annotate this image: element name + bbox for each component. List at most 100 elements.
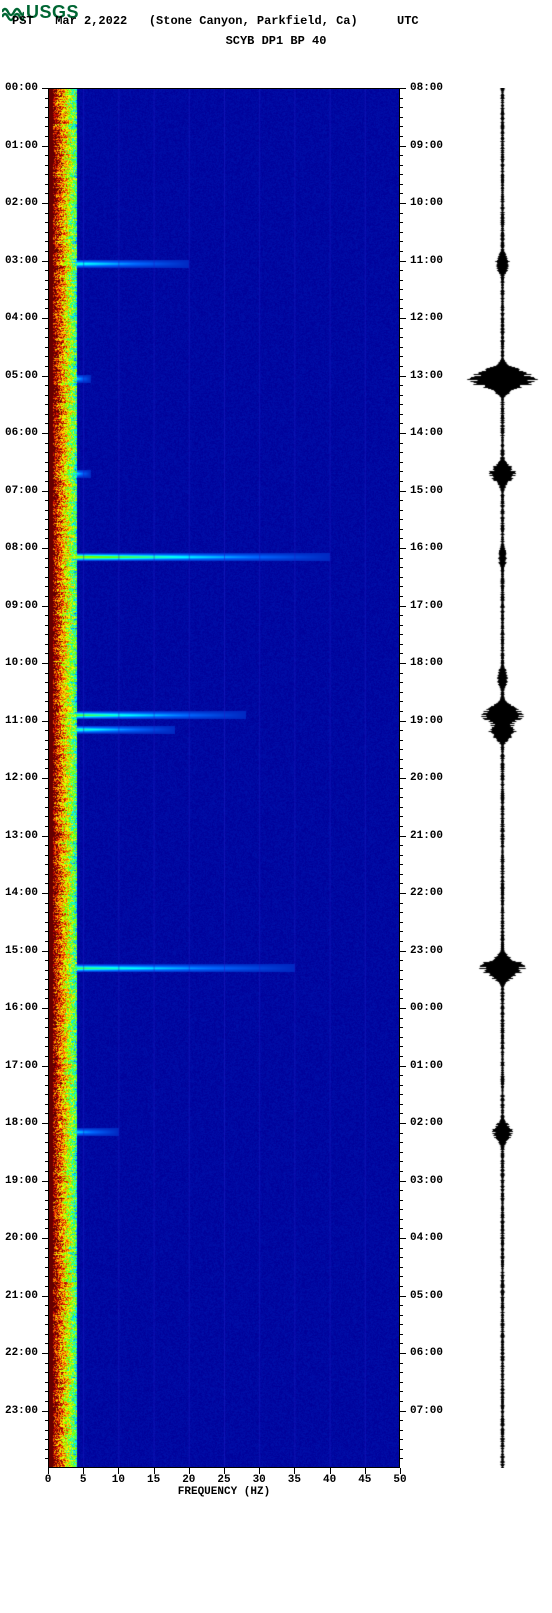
- right-tick-label: 00:00: [410, 1002, 443, 1014]
- right-minor-tick: [400, 337, 403, 338]
- left-minor-tick: [45, 500, 48, 501]
- left-minor-tick: [45, 107, 48, 108]
- right-minor-tick: [400, 1027, 403, 1028]
- left-tick: [42, 778, 48, 779]
- left-minor-tick: [45, 98, 48, 99]
- left-tick: [42, 491, 48, 492]
- right-minor-tick: [400, 883, 403, 884]
- right-tick: [400, 1353, 406, 1354]
- left-minor-tick: [45, 682, 48, 683]
- date-label: Mar 2,2022: [55, 14, 127, 28]
- left-minor-tick: [45, 1075, 48, 1076]
- right-minor-tick: [400, 155, 403, 156]
- left-minor-tick: [45, 366, 48, 367]
- left-minor-tick: [45, 558, 48, 559]
- left-tick: [42, 548, 48, 549]
- left-tick: [42, 1181, 48, 1182]
- right-tick: [400, 1296, 406, 1297]
- left-minor-tick: [45, 385, 48, 386]
- left-minor-tick: [45, 423, 48, 424]
- left-minor-tick: [45, 165, 48, 166]
- right-tick: [400, 721, 406, 722]
- right-minor-tick: [400, 1420, 403, 1421]
- right-minor-tick: [400, 692, 403, 693]
- right-minor-tick: [400, 222, 403, 223]
- spectrogram-canvas: [48, 88, 400, 1468]
- right-minor-tick: [400, 395, 403, 396]
- left-tick-label: 17:00: [5, 1060, 38, 1072]
- left-minor-tick: [45, 615, 48, 616]
- right-tick-label: 05:00: [410, 1290, 443, 1302]
- left-minor-tick: [45, 788, 48, 789]
- left-minor-tick: [45, 692, 48, 693]
- right-tick: [400, 433, 406, 434]
- right-minor-tick: [400, 941, 403, 942]
- left-minor-tick: [45, 529, 48, 530]
- right-minor-tick: [400, 759, 403, 760]
- right-minor-tick: [400, 1046, 403, 1047]
- right-minor-tick: [400, 136, 403, 137]
- right-minor-tick: [400, 280, 403, 281]
- left-minor-tick: [45, 864, 48, 865]
- right-minor-tick: [400, 1315, 403, 1316]
- right-minor-tick: [400, 481, 403, 482]
- right-minor-tick: [400, 864, 403, 865]
- left-minor-tick: [45, 414, 48, 415]
- right-minor-tick: [400, 749, 403, 750]
- right-tick: [400, 606, 406, 607]
- left-minor-tick: [45, 1372, 48, 1373]
- freq-tick-label: 40: [323, 1474, 336, 1486]
- right-minor-tick: [400, 1324, 403, 1325]
- left-minor-tick: [45, 998, 48, 999]
- right-minor-tick: [400, 1228, 403, 1229]
- left-minor-tick: [45, 510, 48, 511]
- right-minor-tick: [400, 970, 403, 971]
- left-tick: [42, 1296, 48, 1297]
- left-tick-label: 03:00: [5, 255, 38, 267]
- left-minor-tick: [45, 395, 48, 396]
- left-minor-tick: [45, 807, 48, 808]
- right-minor-tick: [400, 1133, 403, 1134]
- left-tick: [42, 1411, 48, 1412]
- right-minor-tick: [400, 807, 403, 808]
- chart-subtitle-row: PST Mar 2,2022 (Stone Canyon, Parkfield,…: [12, 14, 532, 28]
- left-tick-label: 06:00: [5, 427, 38, 439]
- left-minor-tick: [45, 768, 48, 769]
- right-minor-tick: [400, 931, 403, 932]
- right-tick: [400, 376, 406, 377]
- left-tick: [42, 836, 48, 837]
- left-minor-tick: [45, 280, 48, 281]
- left-tick-label: 23:00: [5, 1405, 38, 1417]
- left-minor-tick: [45, 941, 48, 942]
- right-minor-tick: [400, 529, 403, 530]
- right-minor-tick: [400, 845, 403, 846]
- left-minor-tick: [45, 481, 48, 482]
- right-minor-tick: [400, 1372, 403, 1373]
- left-minor-tick: [45, 136, 48, 137]
- right-minor-tick: [400, 213, 403, 214]
- right-time-axis: 08:0009:0010:0011:0012:0013:0014:0015:00…: [400, 88, 448, 1468]
- right-tick: [400, 893, 406, 894]
- left-tick-label: 00:00: [5, 82, 38, 94]
- left-minor-tick: [45, 184, 48, 185]
- left-minor-tick: [45, 1142, 48, 1143]
- right-minor-tick: [400, 1018, 403, 1019]
- right-minor-tick: [400, 1257, 403, 1258]
- right-tick-label: 23:00: [410, 945, 443, 957]
- seismogram-trace: [460, 88, 545, 1468]
- left-minor-tick: [45, 903, 48, 904]
- right-tick: [400, 1181, 406, 1182]
- right-tick-label: 06:00: [410, 1347, 443, 1359]
- right-tick: [400, 261, 406, 262]
- right-minor-tick: [400, 1267, 403, 1268]
- right-minor-tick: [400, 241, 403, 242]
- right-minor-tick: [400, 510, 403, 511]
- left-minor-tick: [45, 1219, 48, 1220]
- right-tick: [400, 146, 406, 147]
- left-tick: [42, 663, 48, 664]
- left-tick-label: 21:00: [5, 1290, 38, 1302]
- left-minor-tick: [45, 1094, 48, 1095]
- right-minor-tick: [400, 107, 403, 108]
- right-minor-tick: [400, 1286, 403, 1287]
- left-minor-tick: [45, 1401, 48, 1402]
